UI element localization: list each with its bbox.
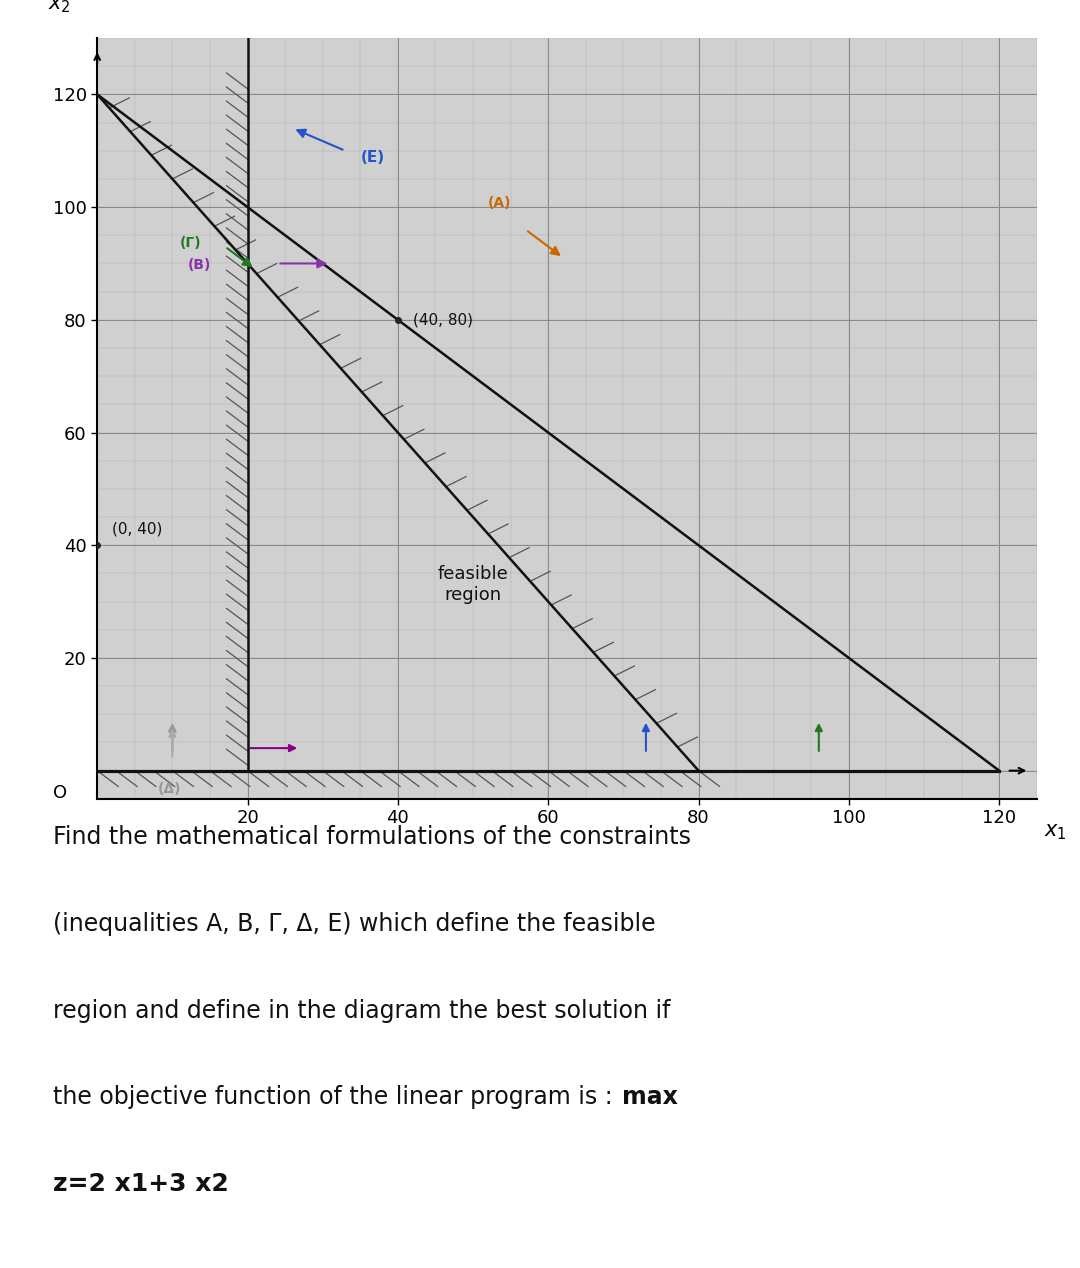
Text: region and define in the diagram the best solution if: region and define in the diagram the bes… xyxy=(53,999,671,1023)
Text: Find the mathematical formulations of the constraints: Find the mathematical formulations of th… xyxy=(53,825,691,850)
Text: z=2 x1+3 x2: z=2 x1+3 x2 xyxy=(53,1172,229,1196)
Text: (Γ): (Γ) xyxy=(180,236,202,250)
Text: feasible
region: feasible region xyxy=(437,566,509,604)
Text: the objective function of the linear program is :: the objective function of the linear pro… xyxy=(53,1085,612,1110)
X-axis label: $x_1$: $x_1$ xyxy=(1044,822,1067,842)
Y-axis label: $x_2$: $x_2$ xyxy=(49,0,71,15)
Text: (40, 80): (40, 80) xyxy=(413,312,473,327)
Text: (B): (B) xyxy=(188,259,211,273)
Text: (Δ): (Δ) xyxy=(158,782,180,796)
Text: (inequalities A, B, Γ, Δ, E) which define the feasible: (inequalities A, B, Γ, Δ, E) which defin… xyxy=(53,912,656,936)
Text: (A): (A) xyxy=(488,197,512,210)
Text: (0, 40): (0, 40) xyxy=(112,522,163,536)
Text: (E): (E) xyxy=(361,150,384,165)
Text: max: max xyxy=(622,1085,678,1110)
Text: O: O xyxy=(53,784,67,803)
